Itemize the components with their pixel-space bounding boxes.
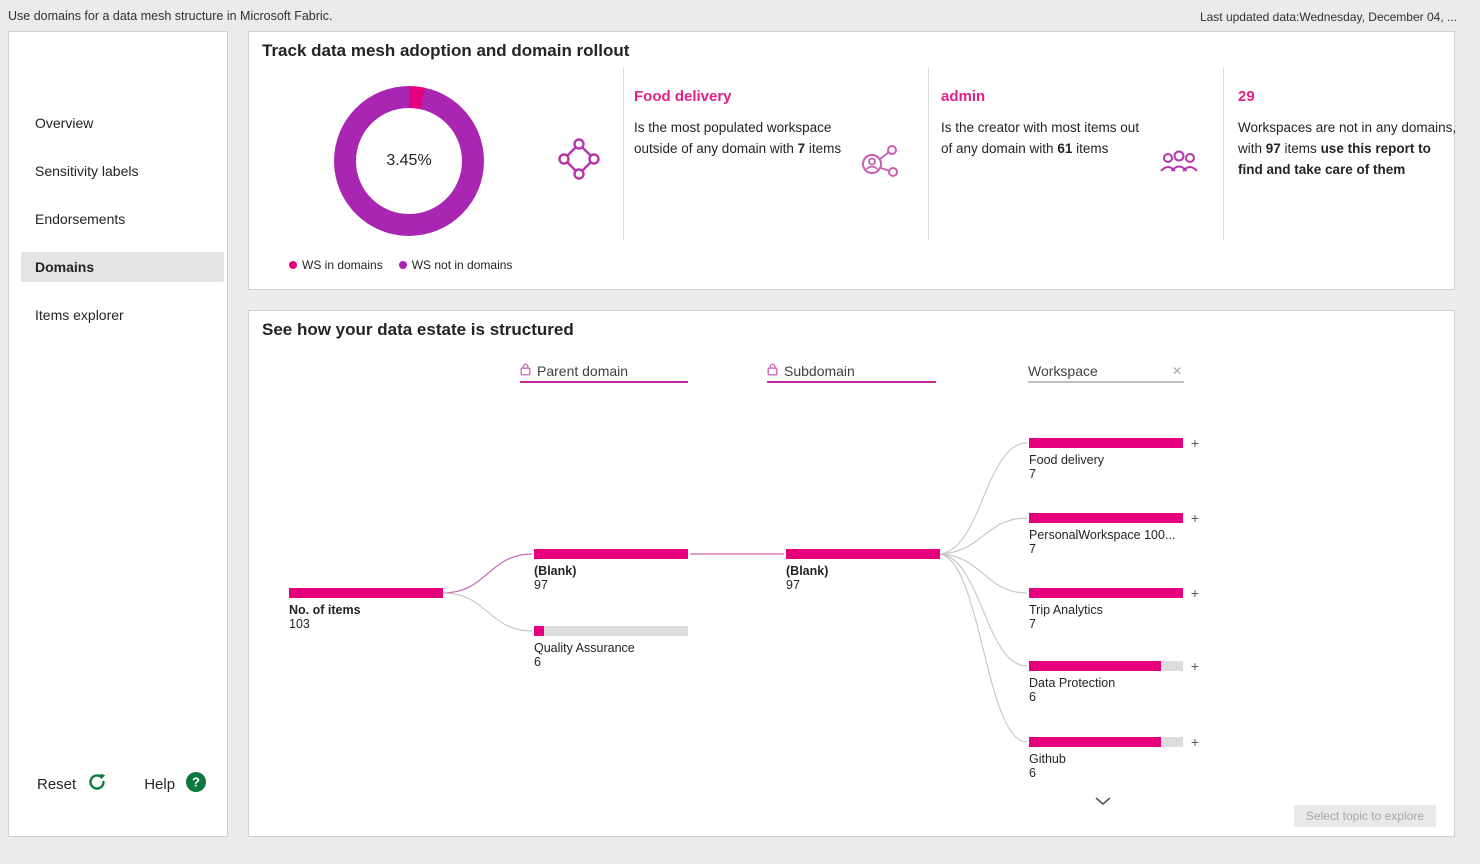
- tree-node-bar: [534, 549, 688, 559]
- data-estate-card: See how your data estate is structured P…: [248, 310, 1455, 837]
- tree-node-bar: +: [1029, 585, 1199, 601]
- tree-node-parent-blank[interactable]: (Blank) 97: [534, 549, 688, 592]
- domain-mesh-icon: [555, 135, 603, 183]
- help-icon[interactable]: ?: [185, 771, 207, 798]
- kpi-text: Is the most populated workspace outside …: [634, 120, 842, 156]
- tree-node-value: 97: [786, 578, 800, 592]
- column-label: Parent domain: [537, 363, 629, 379]
- tree-node-label: (Blank): [786, 564, 829, 578]
- tree-node-value: 97: [534, 578, 548, 592]
- kpi-title: 29: [1238, 88, 1255, 105]
- tree-node-value: 103: [289, 617, 310, 631]
- kpi-text: Is the creator with most items out of an…: [941, 120, 1140, 156]
- column-header-parent-domain[interactable]: Parent domain: [520, 361, 688, 383]
- share-person-icon: [855, 137, 903, 185]
- tree-node-label: (Blank): [534, 564, 577, 578]
- sidebar-item-items-explorer[interactable]: Items explorer: [35, 307, 124, 323]
- tree-node-label: Data Protection: [1029, 676, 1116, 690]
- tree-node-bar: +: [1029, 510, 1199, 526]
- adoption-card-title: Track data mesh adoption and domain roll…: [262, 41, 630, 60]
- tree-node-label: Food delivery: [1029, 453, 1105, 467]
- legend-label: WS not in domains: [411, 258, 513, 272]
- tree-node-value: 6: [1029, 690, 1036, 704]
- column-header-workspace[interactable]: Workspace ✕: [1028, 361, 1184, 383]
- sidebar: Overview Sensitivity labels Endorsements…: [8, 31, 228, 837]
- tree-node-label: Quality Assurance: [534, 641, 635, 655]
- tree-connectors: [442, 442, 1028, 743]
- tree-node-data-protection[interactable]: + Data Protection 6: [1029, 658, 1199, 704]
- tree-node-label: Github: [1029, 752, 1066, 766]
- adoption-donut[interactable]: 3.45%: [334, 86, 484, 236]
- expand-plus-icon[interactable]: +: [1190, 658, 1199, 674]
- column-label: Workspace: [1028, 363, 1098, 379]
- chevron-down-icon[interactable]: [1094, 793, 1112, 811]
- tree-node-quality-assurance[interactable]: Quality Assurance 6: [534, 626, 688, 669]
- adoption-card: Track data mesh adoption and domain roll…: [248, 31, 1458, 290]
- tree-node-bar: [786, 549, 940, 559]
- tree-node-bar: [534, 626, 688, 636]
- expand-plus-icon[interactable]: +: [1190, 435, 1199, 451]
- tree-node-root[interactable]: No. of items 103: [289, 588, 443, 631]
- tree-node-bar: [289, 588, 443, 598]
- lock-icon: [767, 363, 778, 379]
- legend-label: WS in domains: [302, 258, 383, 272]
- expand-plus-icon[interactable]: +: [1190, 510, 1199, 526]
- lock-icon: [520, 363, 531, 379]
- tree-node-value: 7: [1029, 617, 1036, 631]
- expand-plus-icon[interactable]: +: [1190, 585, 1199, 601]
- close-icon[interactable]: ✕: [1171, 364, 1182, 378]
- kpi-text: Workspaces are not in any domains, with …: [1238, 120, 1457, 177]
- tree-node-bar: +: [1029, 435, 1199, 451]
- tree-node-value: 7: [1029, 542, 1036, 556]
- legend-dot-magenta: [289, 261, 297, 269]
- kpi-title: Food delivery: [634, 88, 732, 105]
- kpi-workspaces-no-domain: 29 Workspaces are not in any domains, wi…: [1238, 88, 1458, 180]
- tree-node-bar: +: [1029, 658, 1199, 674]
- kpi-title: admin: [941, 88, 986, 105]
- tree-node-personal-workspace[interactable]: + PersonalWorkspace 100... 7: [1029, 510, 1199, 556]
- tree-node-label: Trip Analytics: [1029, 603, 1103, 617]
- column-header-subdomain[interactable]: Subdomain: [767, 361, 936, 383]
- help-button[interactable]: Help: [144, 776, 176, 793]
- sidebar-item-overview[interactable]: Overview: [35, 115, 94, 131]
- donut-legend: WS in domains WS not in domains: [289, 258, 512, 272]
- reset-button[interactable]: Reset: [37, 776, 77, 793]
- divider: [623, 68, 624, 240]
- tree-card-title: See how your data estate is structured: [262, 320, 574, 339]
- page-title: Use domains for a data mesh structure in…: [8, 9, 333, 23]
- tree-node-trip-analytics[interactable]: + Trip Analytics 7: [1029, 585, 1199, 631]
- tree-node-label: PersonalWorkspace 100...: [1029, 528, 1176, 542]
- tree-node-value: 6: [1029, 766, 1036, 780]
- divider: [1223, 68, 1224, 240]
- sidebar-item-sensitivity-labels[interactable]: Sensitivity labels: [35, 163, 139, 179]
- sidebar-item-endorsements[interactable]: Endorsements: [35, 211, 126, 227]
- expand-plus-icon[interactable]: +: [1190, 734, 1199, 750]
- tree-node-food-delivery[interactable]: + Food delivery 7: [1029, 435, 1199, 481]
- tree-node-label: No. of items: [289, 603, 361, 617]
- donut-center-label: 3.45%: [356, 108, 462, 214]
- legend-item-in-domains: WS in domains: [289, 258, 383, 272]
- kpi-admin: admin Is the creator with most items out…: [941, 88, 1153, 159]
- people-icon: [1155, 137, 1203, 185]
- column-label: Subdomain: [784, 363, 855, 379]
- tree-node-sub-blank[interactable]: (Blank) 97: [786, 549, 940, 592]
- sidebar-item-domains[interactable]: Domains: [21, 252, 224, 282]
- tree-node-github[interactable]: + Github 6: [1029, 734, 1199, 780]
- tree-node-value: 6: [534, 655, 541, 669]
- svg-text:?: ?: [192, 775, 200, 790]
- tree-node-value: 7: [1029, 467, 1036, 481]
- reset-icon[interactable]: [86, 771, 108, 798]
- legend-item-not-in-domains: WS not in domains: [398, 258, 513, 272]
- divider: [928, 68, 929, 240]
- last-updated-text: Last updated data:Wednesday, December 04…: [1199, 10, 1457, 24]
- kpi-food-delivery: Food delivery Is the most populated work…: [634, 88, 846, 159]
- tree-node-bar: +: [1029, 734, 1199, 750]
- legend-dot-purple: [398, 261, 407, 269]
- select-topic-placeholder[interactable]: Select topic to explore: [1293, 805, 1436, 827]
